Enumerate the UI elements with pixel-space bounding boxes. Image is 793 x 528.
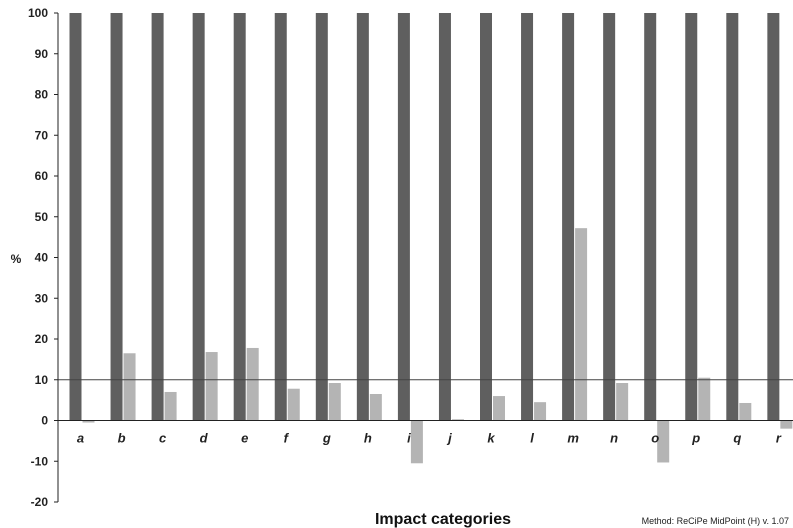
x-category-label: n bbox=[610, 431, 618, 446]
y-tick-label: 60 bbox=[35, 169, 49, 183]
series-1-bars bbox=[69, 13, 780, 421]
bar-light-q bbox=[739, 402, 752, 421]
bar-light-a bbox=[82, 420, 95, 423]
x-category-label: i bbox=[407, 431, 411, 446]
bar-dark-g bbox=[315, 13, 328, 421]
bar-light-g bbox=[328, 383, 341, 421]
x-category-label: a bbox=[77, 431, 84, 446]
y-axis-ticks: -20 -10 0 10 20 30 40 50 60 70 80 90 100 bbox=[28, 6, 58, 509]
x-category-label: m bbox=[567, 431, 579, 446]
x-category-label: d bbox=[200, 431, 209, 446]
bar-light-c bbox=[164, 391, 177, 421]
x-category-label: b bbox=[118, 431, 126, 446]
bar-dark-d bbox=[192, 13, 205, 421]
x-axis-title: Impact categories bbox=[375, 511, 511, 528]
series-2-bars bbox=[82, 228, 793, 464]
bar-dark-i bbox=[397, 13, 410, 421]
bar-dark-n bbox=[603, 13, 616, 421]
y-tick-label: 80 bbox=[35, 88, 49, 102]
bar-light-l bbox=[534, 402, 547, 421]
bar-light-f bbox=[287, 388, 300, 421]
bar-light-r bbox=[780, 420, 793, 429]
x-category-label: o bbox=[651, 431, 659, 446]
bar-dark-c bbox=[151, 13, 164, 421]
bar-light-n bbox=[616, 383, 629, 421]
bar-dark-o bbox=[644, 13, 657, 421]
bar-light-m bbox=[575, 228, 588, 421]
bar-dark-e bbox=[233, 13, 246, 421]
bar-light-d bbox=[205, 352, 218, 421]
bar-dark-j bbox=[438, 13, 451, 421]
method-note: Method: ReCiPe MidPoint (H) v. 1.07 bbox=[642, 516, 789, 526]
bar-light-i bbox=[410, 420, 423, 464]
bar-dark-a bbox=[69, 13, 82, 421]
y-tick-label: 10 bbox=[35, 373, 49, 387]
y-tick-label: 20 bbox=[35, 332, 49, 346]
x-category-label: l bbox=[530, 431, 534, 446]
y-tick-label: 90 bbox=[35, 47, 49, 61]
x-category-label: e bbox=[241, 431, 248, 446]
bar-dark-h bbox=[356, 13, 369, 421]
x-axis-categories: a b c d e f g h i j k l m n o p q r bbox=[77, 431, 782, 446]
x-category-label: c bbox=[159, 431, 167, 446]
x-category-label: q bbox=[733, 431, 741, 446]
y-tick-label: 70 bbox=[35, 128, 49, 142]
bar-dark-p bbox=[685, 13, 698, 421]
y-tick-label: -20 bbox=[31, 495, 49, 509]
bar-dark-f bbox=[274, 13, 287, 421]
bar-light-o bbox=[657, 420, 670, 463]
bar-light-e bbox=[246, 347, 259, 421]
bar-dark-q bbox=[726, 13, 739, 421]
bar-dark-r bbox=[767, 13, 780, 421]
y-tick-label: 0 bbox=[41, 414, 48, 428]
y-axis-label: % bbox=[11, 252, 22, 266]
bar-light-k bbox=[493, 396, 505, 421]
x-category-label: r bbox=[776, 431, 782, 446]
bar-light-h bbox=[369, 394, 382, 421]
bar-light-b bbox=[123, 353, 136, 421]
y-tick-label: 40 bbox=[35, 251, 49, 265]
bar-dark-l bbox=[521, 13, 534, 421]
x-category-label: k bbox=[487, 431, 495, 446]
bar-dark-b bbox=[110, 13, 123, 421]
x-category-label: j bbox=[446, 431, 452, 446]
x-category-label: p bbox=[691, 431, 700, 446]
y-tick-label: 50 bbox=[35, 210, 49, 224]
bar-light-p bbox=[698, 377, 711, 421]
bar-light-j bbox=[451, 419, 464, 421]
x-category-label: g bbox=[322, 431, 331, 446]
bar-dark-m bbox=[562, 13, 575, 421]
y-tick-label: -10 bbox=[31, 454, 49, 468]
x-category-label: h bbox=[364, 431, 372, 446]
y-tick-label: 30 bbox=[35, 291, 49, 305]
y-tick-label: 100 bbox=[28, 6, 48, 20]
bar-dark-k bbox=[480, 13, 492, 421]
x-category-label: f bbox=[284, 431, 290, 446]
